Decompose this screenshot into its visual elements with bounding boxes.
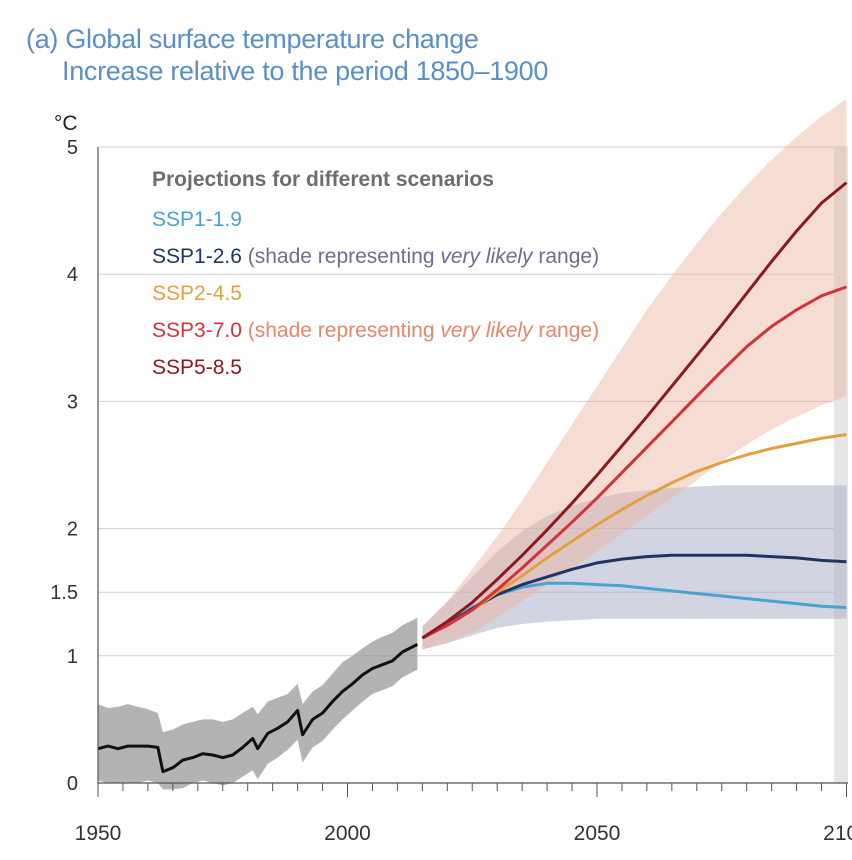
series-line-ssp5-8-5 — [421, 181, 848, 640]
projection-band — [422, 485, 847, 650]
y-tick-label: 1 — [67, 646, 78, 668]
axes: 0 1 1.5 2 3 4 5 1950 2000 2050 2100 — [50, 137, 852, 845]
y-tick-label: 5 — [67, 137, 78, 159]
series-line-ssp1-2-6 — [421, 553, 847, 640]
range-bands — [98, 98, 847, 790]
chart-subtitle: Increase relative to the period 1850–190… — [62, 56, 549, 86]
legend-note: (shade representing — [242, 245, 440, 268]
observed-range-band — [98, 617, 418, 790]
series-line-ssp2-4-5 — [421, 433, 847, 640]
series-lines — [97, 181, 848, 774]
grid-lines — [98, 146, 848, 657]
right-panel-strip — [834, 147, 848, 783]
y-tick-label: 4 — [67, 264, 78, 286]
x-tick-label: 2050 — [574, 822, 621, 845]
legend-note-end: range) — [533, 319, 600, 342]
legend-label: SSP3-7.0 — [152, 319, 242, 342]
legend-entry: SSP3-7.0 (shade representing very likely… — [152, 319, 599, 342]
x-tick-label: 1950 — [75, 822, 122, 845]
y-tick-label: 0 — [67, 773, 78, 795]
chart-title: (a) Global surface temperature change — [26, 24, 479, 54]
legend-note-emphasis: very likely — [440, 245, 534, 268]
legend-entry: SSP1-2.6 (shade representing very likely… — [152, 245, 599, 268]
legend-entry: SSP2-4.5 — [152, 282, 242, 305]
legend-note-emphasis: very likely — [440, 319, 534, 342]
projection-band — [422, 98, 847, 650]
legend-entry: SSP5-8.5 — [152, 356, 242, 379]
legend-label: SSP1-1.9 — [152, 208, 242, 231]
legend-note: (shade representing — [242, 319, 440, 342]
legend-entry: SSP1-1.9 — [152, 208, 242, 231]
series-line-ssp3-7-0 — [421, 285, 848, 640]
y-axis-unit: °C — [54, 112, 78, 135]
legend-label: SSP5-8.5 — [152, 356, 242, 379]
x-tick-label: 2000 — [324, 822, 371, 845]
legend-note-end: range) — [533, 245, 600, 268]
observed-line — [97, 643, 419, 774]
y-tick-label: 3 — [67, 391, 78, 413]
legend-title: Projections for different scenarios — [152, 168, 494, 191]
y-tick-label: 1.5 — [50, 582, 78, 604]
y-tick-label: 2 — [67, 519, 78, 541]
legend-label: SSP2-4.5 — [152, 282, 242, 305]
legend: Projections for different scenarios SSP1-… — [152, 168, 599, 379]
x-tick-label: 2100 — [823, 822, 852, 845]
legend-label: SSP1-2.6 — [152, 245, 242, 268]
